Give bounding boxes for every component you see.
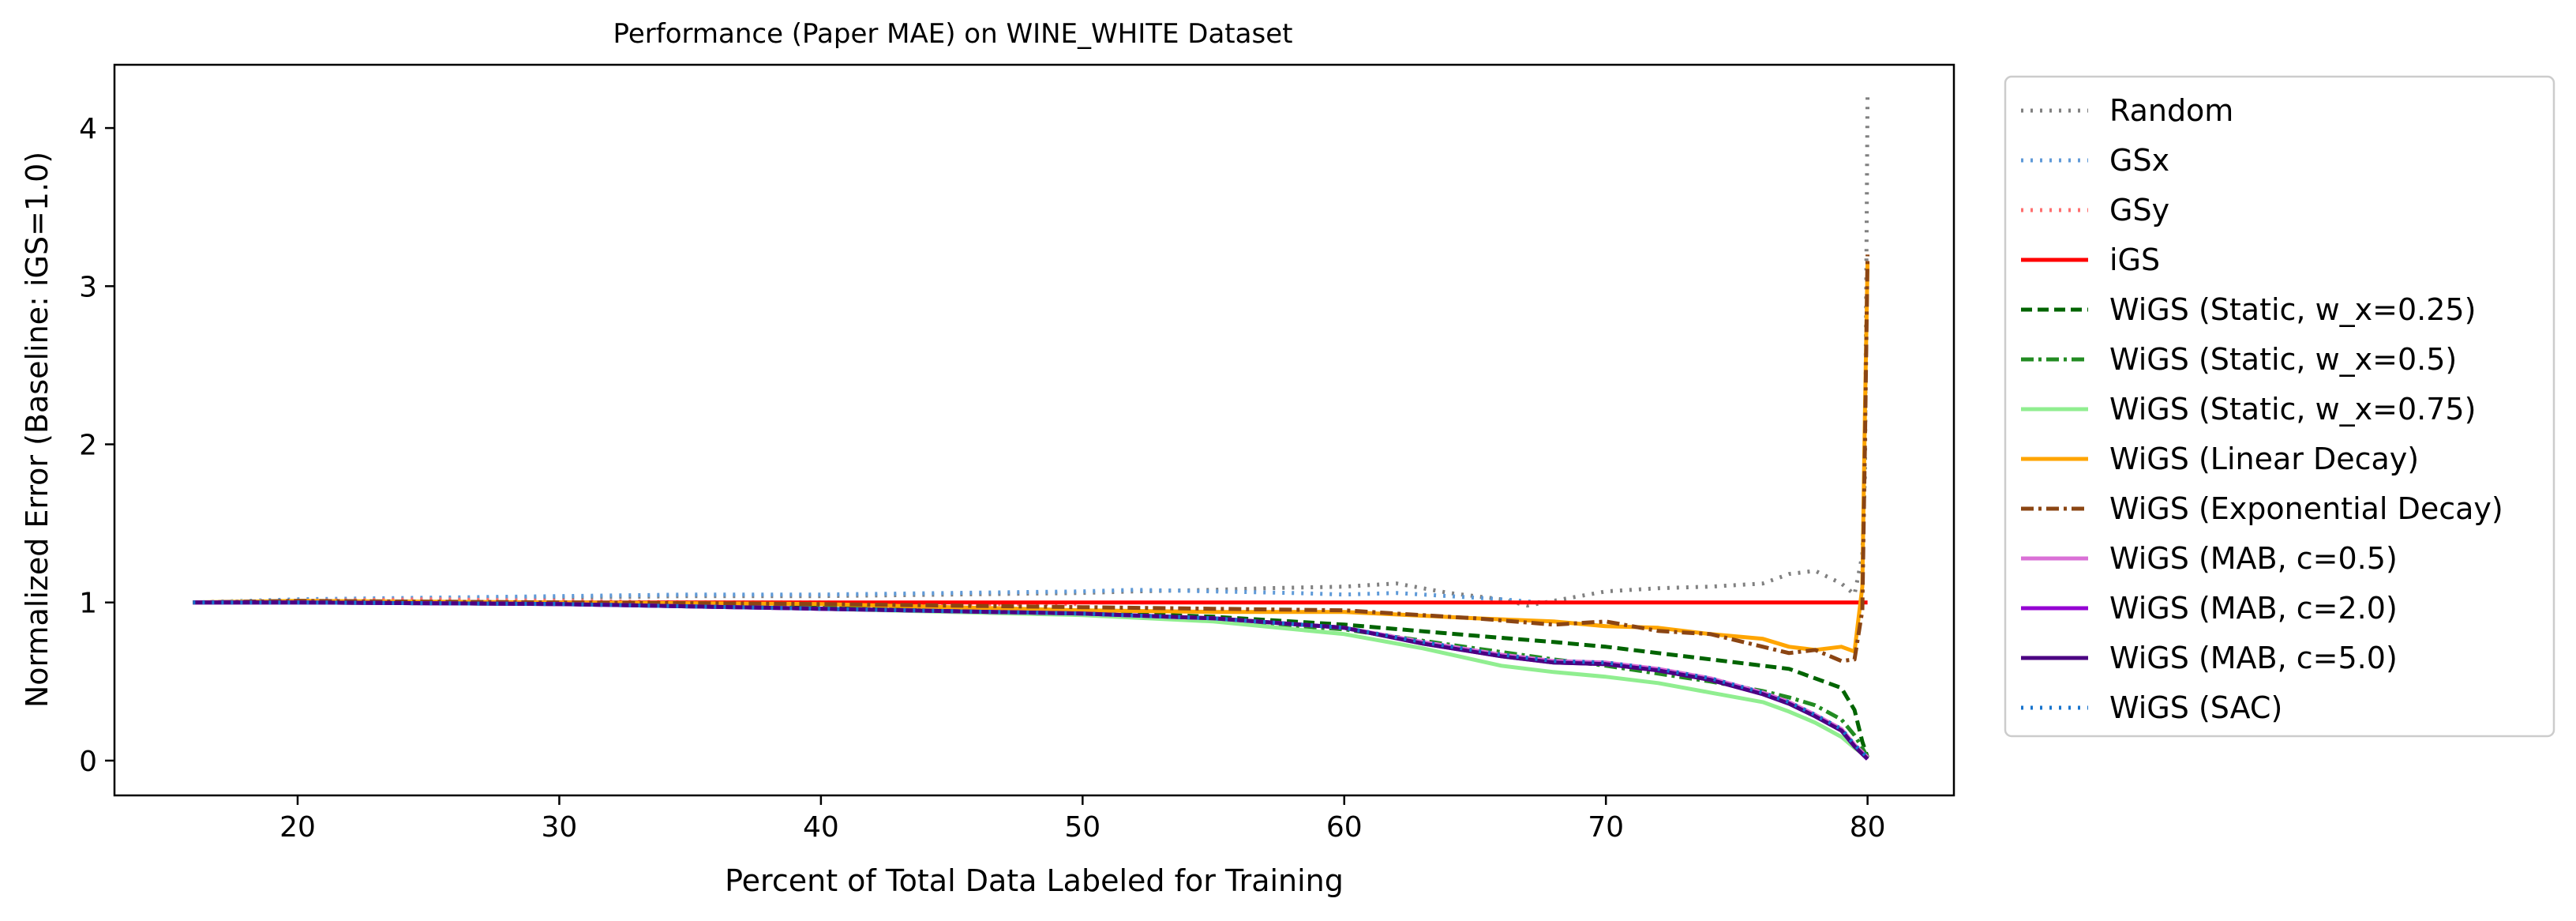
x-tick-label: 50 bbox=[1064, 811, 1101, 844]
y-tick-label: 2 bbox=[79, 430, 97, 462]
legend-label-wigs-mab-c-2-0: WiGS (MAB, c=2.0) bbox=[2109, 591, 2398, 626]
legend-label-random: Random bbox=[2109, 93, 2233, 128]
x-tick-label: 60 bbox=[1326, 811, 1363, 844]
y-tick-label: 1 bbox=[79, 588, 97, 620]
legend-label-wigs-static-w-x-0-5: WiGS (Static, w_x=0.5) bbox=[2109, 342, 2457, 377]
legend-label-gsy: GSy bbox=[2109, 193, 2169, 227]
x-tick-label: 20 bbox=[279, 811, 316, 844]
legend-label-wigs-mab-c-0-5: WiGS (MAB, c=0.5) bbox=[2109, 541, 2398, 576]
x-tick-label: 80 bbox=[1850, 811, 1886, 844]
legend-label-wigs-linear-decay: WiGS (Linear Decay) bbox=[2109, 442, 2419, 476]
plot-area bbox=[193, 96, 1870, 761]
series-layer bbox=[193, 96, 1870, 761]
plot-frame bbox=[113, 63, 1955, 797]
x-axis-label: Percent of Total Data Labeled for Traini… bbox=[725, 863, 1344, 898]
series-line-wigs-static-w-x-0-25 bbox=[193, 600, 1869, 758]
x-tick-label: 70 bbox=[1588, 811, 1624, 844]
legend: Random GSx GSy iGS WiGS (Static, w_x=0.25) Wi… bbox=[2004, 75, 2555, 738]
chart-title: Performance (Paper MAE) on WINE_WHITE Da… bbox=[613, 18, 1293, 50]
legend-label-wigs-exponential-decay: WiGS (Exponential Decay) bbox=[2109, 491, 2503, 526]
series-line-wigs-linear-decay bbox=[193, 262, 1870, 654]
legend-label-wigs-static-w-x-0-25: WiGS (Static, w_x=0.25) bbox=[2109, 292, 2476, 327]
x-tick-label: 30 bbox=[542, 811, 578, 844]
legend-box bbox=[2004, 75, 2555, 738]
legend-label-gsx: GSx bbox=[2109, 143, 2169, 178]
y-axis: 0 1 2 3 4 bbox=[79, 113, 114, 778]
y-tick-label: 4 bbox=[79, 113, 97, 145]
legend-label-wigs-sac: WiGS (SAC) bbox=[2109, 690, 2282, 725]
series-line-wigs-exponential-decay bbox=[193, 254, 1870, 663]
y-tick-label: 0 bbox=[79, 746, 97, 778]
y-tick-label: 3 bbox=[79, 271, 97, 303]
y-axis-label: Normalized Error (Baseline: iGS=1.0) bbox=[20, 152, 54, 708]
legend-label-wigs-mab-c-5-0: WiGS (MAB, c=5.0) bbox=[2109, 641, 2398, 675]
series-line-wigs-mab-c-5-0 bbox=[193, 600, 1869, 761]
legend-label-wigs-static-w-x-0-75: WiGS (Static, w_x=0.75) bbox=[2109, 392, 2476, 427]
x-tick-label: 40 bbox=[803, 811, 839, 844]
legend-label-igs: iGS bbox=[2109, 242, 2160, 277]
x-axis: 20 30 40 50 60 70 80 bbox=[279, 795, 1886, 844]
